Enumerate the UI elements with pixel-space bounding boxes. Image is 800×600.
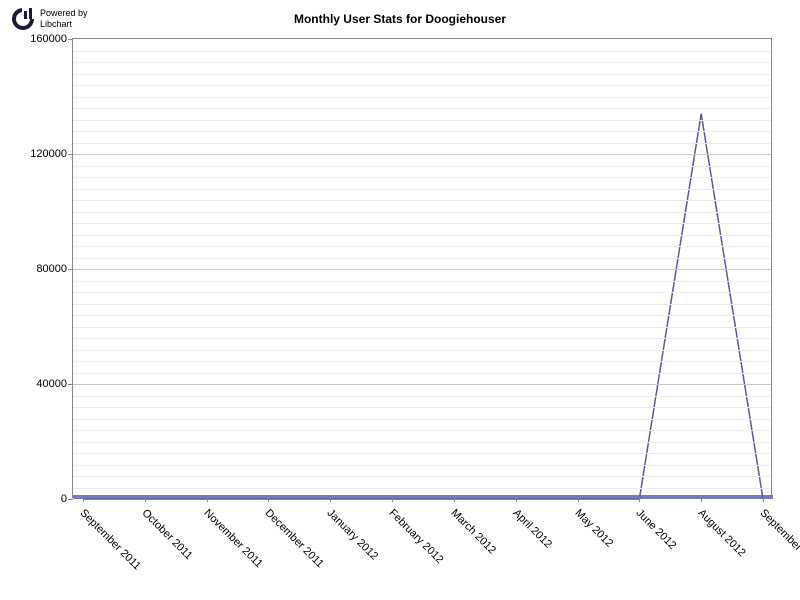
x-tick bbox=[578, 497, 579, 502]
minor-gridline bbox=[73, 338, 771, 339]
x-tick bbox=[207, 497, 208, 502]
y-axis-label: 80000 bbox=[36, 263, 67, 275]
minor-gridline bbox=[73, 465, 771, 466]
minor-gridline bbox=[73, 350, 771, 351]
y-tick bbox=[68, 39, 73, 40]
x-tick bbox=[454, 497, 455, 502]
x-axis-label: February 2012 bbox=[387, 507, 446, 566]
minor-gridline bbox=[73, 212, 771, 213]
x-tick bbox=[763, 497, 764, 502]
minor-gridline bbox=[73, 108, 771, 109]
minor-gridline bbox=[73, 235, 771, 236]
minor-gridline bbox=[73, 327, 771, 328]
minor-gridline bbox=[73, 292, 771, 293]
major-gridline bbox=[73, 384, 771, 385]
minor-gridline bbox=[73, 304, 771, 305]
minor-gridline bbox=[73, 97, 771, 98]
minor-gridline bbox=[73, 281, 771, 282]
minor-gridline bbox=[73, 223, 771, 224]
x-tick bbox=[516, 497, 517, 502]
major-gridline bbox=[73, 154, 771, 155]
x-axis-label: March 2012 bbox=[448, 507, 498, 557]
x-axis-label: June 2012 bbox=[634, 507, 679, 552]
y-axis-label: 160000 bbox=[30, 33, 67, 45]
minor-gridline bbox=[73, 189, 771, 190]
x-tick bbox=[639, 497, 640, 502]
minor-gridline bbox=[73, 51, 771, 52]
y-tick bbox=[68, 499, 73, 500]
x-axis-label: September 2012 bbox=[758, 507, 800, 573]
minor-gridline bbox=[73, 430, 771, 431]
x-tick bbox=[392, 497, 393, 502]
minor-gridline bbox=[73, 453, 771, 454]
minor-gridline bbox=[73, 166, 771, 167]
x-tick bbox=[701, 497, 702, 502]
minor-gridline bbox=[73, 442, 771, 443]
x-tick bbox=[83, 497, 84, 502]
x-axis-label: October 2011 bbox=[139, 507, 194, 562]
minor-gridline bbox=[73, 258, 771, 259]
minor-gridline bbox=[73, 476, 771, 477]
y-axis-label: 40000 bbox=[36, 378, 67, 390]
minor-gridline bbox=[73, 62, 771, 63]
minor-gridline bbox=[73, 131, 771, 132]
y-tick bbox=[68, 154, 73, 155]
x-tick bbox=[268, 497, 269, 502]
x-tick bbox=[145, 497, 146, 502]
x-axis-label: November 2011 bbox=[201, 507, 264, 570]
minor-gridline bbox=[73, 85, 771, 86]
y-tick bbox=[68, 384, 73, 385]
minor-gridline bbox=[73, 419, 771, 420]
minor-gridline bbox=[73, 396, 771, 397]
x-axis-label: September 2011 bbox=[78, 507, 143, 572]
minor-gridline bbox=[73, 361, 771, 362]
minor-gridline bbox=[73, 200, 771, 201]
x-axis-label: January 2012 bbox=[325, 507, 381, 563]
minor-gridline bbox=[73, 120, 771, 121]
minor-gridline bbox=[73, 407, 771, 408]
minor-gridline bbox=[73, 488, 771, 489]
y-axis-label: 0 bbox=[61, 493, 67, 505]
x-axis-label: December 2011 bbox=[263, 507, 326, 570]
chart-container: Powered by Libchart Monthly User Stats f… bbox=[0, 0, 800, 600]
minor-gridline bbox=[73, 177, 771, 178]
x-axis-label: April 2012 bbox=[510, 507, 554, 551]
chart-title: Monthly User Stats for Doogiehouser bbox=[0, 12, 800, 26]
minor-gridline bbox=[73, 143, 771, 144]
y-tick bbox=[68, 269, 73, 270]
minor-gridline bbox=[73, 315, 771, 316]
minor-gridline bbox=[73, 373, 771, 374]
major-gridline bbox=[73, 269, 771, 270]
x-tick bbox=[330, 497, 331, 502]
plot-area: 04000080000120000160000September 2011Oct… bbox=[72, 38, 772, 498]
x-axis-label: August 2012 bbox=[696, 507, 748, 559]
minor-gridline bbox=[73, 74, 771, 75]
minor-gridline bbox=[73, 246, 771, 247]
y-axis-label: 120000 bbox=[30, 148, 67, 160]
x-axis-label: May 2012 bbox=[572, 507, 615, 550]
